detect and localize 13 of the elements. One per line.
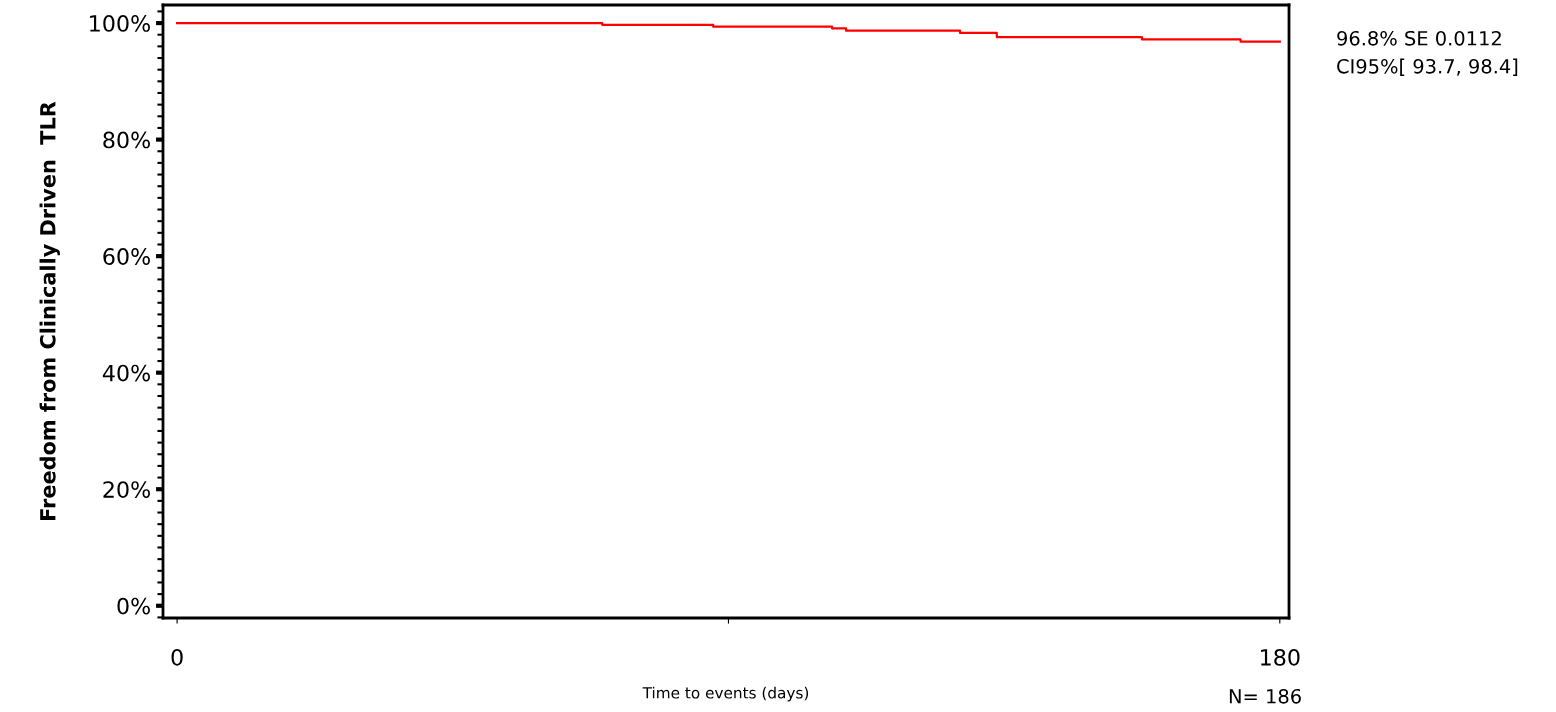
y-tick-label: 100%: [90, 15, 150, 32]
text: N= 186: [1229, 688, 1301, 704]
y-tick-label: 20%: [103, 481, 150, 498]
y-tick-label: 0%: [117, 597, 150, 615]
y-tick-label: 40%: [102, 364, 150, 382]
text: 96.8% SE 0.0112: [1337, 30, 1501, 46]
x-tick-label: 180: [1261, 648, 1300, 666]
text: CI95%[ 93.7, 98.4]: [1337, 58, 1518, 76]
x-tick-label: 0: [171, 648, 183, 666]
y-tick-label: 80%: [103, 131, 150, 149]
y-tick-label: 60%: [103, 248, 150, 265]
x-axis-title: Time to events (days): [642, 686, 809, 702]
y-axis-title: Freedom from Clinically Driven TLR: [39, 101, 60, 520]
